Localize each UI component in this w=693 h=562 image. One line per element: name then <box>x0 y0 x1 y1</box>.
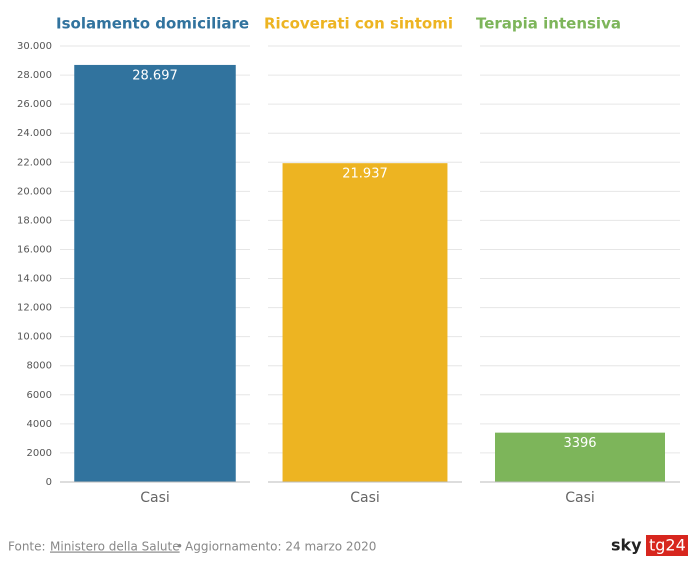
y-tick-label: 26.000 <box>17 99 52 110</box>
separator: • <box>176 540 183 554</box>
value-label: 28.697 <box>132 68 178 83</box>
y-tick-label: 22.000 <box>17 157 52 168</box>
footer-prefix: Fonte: <box>8 540 46 554</box>
logo-left: sky <box>611 536 642 555</box>
update-date: Aggiornamento: 24 marzo 2020 <box>185 540 376 554</box>
y-tick-label: 10.000 <box>17 332 52 343</box>
y-tick-label: 8000 <box>27 361 52 372</box>
y-tick-label: 2000 <box>27 448 52 459</box>
value-label: 3396 <box>563 436 596 451</box>
y-tick-label: 30.000 <box>17 41 52 52</box>
y-tick-label: 12.000 <box>17 303 52 314</box>
panel-title: Terapia intensiva <box>476 15 621 33</box>
panel-title: Ricoverati con sintomi <box>264 15 453 33</box>
x-tick-label: Casi <box>350 490 380 506</box>
y-tick-label: 14.000 <box>17 274 52 285</box>
value-label: 21.937 <box>342 167 388 182</box>
x-tick-label: Casi <box>140 490 170 506</box>
bar <box>282 163 448 483</box>
y-tick-label: 28.000 <box>17 70 52 81</box>
y-tick-label: 20.000 <box>17 186 52 197</box>
panel-title: Isolamento domiciliare <box>56 15 249 33</box>
y-tick-label: 24.000 <box>17 128 52 139</box>
x-tick-label: Casi <box>565 490 595 506</box>
logo-right: tg24 <box>649 536 686 555</box>
y-tick-label: 0 <box>46 477 52 488</box>
bar <box>495 432 665 482</box>
y-tick-label: 16.000 <box>17 244 52 255</box>
bar <box>74 64 236 482</box>
source-link[interactable]: Ministero della Salute <box>50 540 180 554</box>
logo-red <box>646 535 688 556</box>
y-tick-label: 18.000 <box>17 215 52 226</box>
y-tick-label: 6000 <box>27 390 52 401</box>
y-tick-label: 4000 <box>27 419 52 430</box>
